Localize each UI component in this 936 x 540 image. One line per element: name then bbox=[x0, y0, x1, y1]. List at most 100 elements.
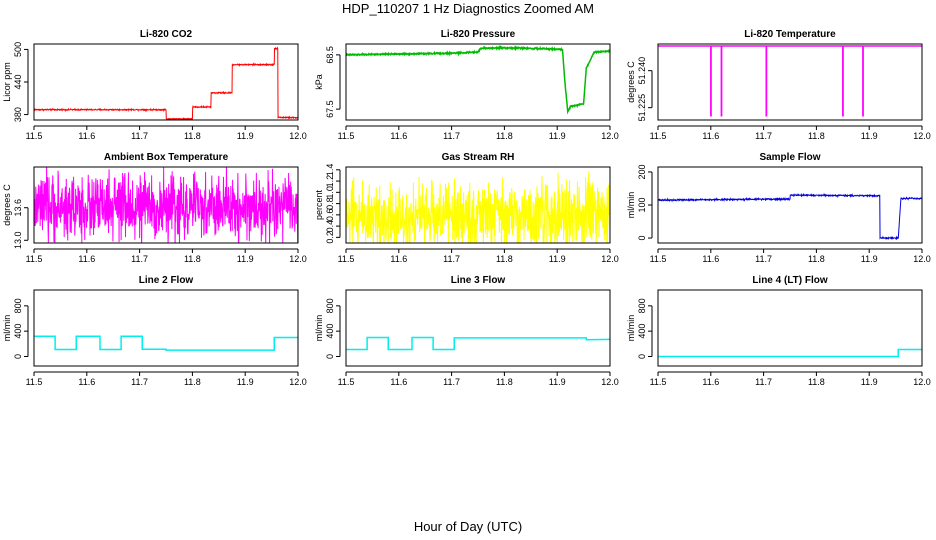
x-tick-label: 11.8 bbox=[184, 131, 201, 141]
y-tick-label: 0.2 bbox=[325, 231, 335, 244]
x-axis-title: Hour of Day (UTC) bbox=[413, 519, 523, 534]
x-tick-label: 12.0 bbox=[601, 377, 619, 387]
x-tick-label: 11.7 bbox=[755, 131, 772, 141]
plot-box bbox=[33, 166, 299, 244]
x-tick-label: 11.8 bbox=[808, 377, 825, 387]
series-line bbox=[658, 45, 922, 117]
y-axis-label: degrees C bbox=[626, 61, 636, 103]
y-tick-label: 0 bbox=[637, 236, 647, 241]
x-tick-label: 11.5 bbox=[650, 254, 667, 264]
x-tick-label: 11.8 bbox=[808, 254, 825, 264]
y-axis-label: ml/min bbox=[626, 192, 636, 219]
y-tick-label: 400 bbox=[325, 324, 335, 339]
plot-box bbox=[345, 43, 611, 121]
panel-2: Li-820 Pressure 11.5 11.6 11.7 11.8 11.9 12.0 6… bbox=[314, 29, 619, 141]
panel-4: Ambient Box Temperature 11.5 11.6 11.7 11.8 1… bbox=[2, 152, 307, 264]
plot-box bbox=[33, 289, 299, 367]
plot-box bbox=[33, 43, 299, 121]
x-tick-label: 11.9 bbox=[861, 377, 878, 387]
series-line bbox=[346, 44, 610, 115]
plot-box bbox=[345, 166, 611, 244]
panel-title: Li-820 Temperature bbox=[744, 29, 836, 40]
x-tick-label: 11.7 bbox=[755, 254, 772, 264]
y-axis-label: percent bbox=[314, 189, 324, 220]
plot-box bbox=[657, 289, 923, 367]
y-axis-label: degrees C bbox=[2, 184, 12, 226]
panel-5: Gas Stream RH 11.5 11.6 11.7 11.8 11.9 12.0 0.2… bbox=[314, 152, 619, 264]
panel-title: Gas Stream RH bbox=[442, 152, 515, 163]
x-tick-label: 11.6 bbox=[702, 131, 719, 141]
series-line bbox=[346, 336, 610, 351]
plot-box bbox=[345, 289, 611, 367]
x-tick-label: 11.5 bbox=[338, 254, 355, 264]
plot-box bbox=[657, 43, 923, 121]
panel-title: Ambient Box Temperature bbox=[104, 152, 229, 163]
x-tick-label: 12.0 bbox=[913, 377, 931, 387]
x-tick-label: 11.8 bbox=[496, 131, 513, 141]
y-tick-label: 0.8 bbox=[325, 197, 335, 210]
x-tick-label: 11.7 bbox=[443, 254, 460, 264]
x-tick-label: 11.9 bbox=[861, 131, 878, 141]
y-tick-label: 800 bbox=[637, 298, 647, 313]
y-tick-label: 800 bbox=[13, 298, 23, 313]
x-tick-label: 11.5 bbox=[650, 377, 667, 387]
x-tick-label: 11.6 bbox=[702, 377, 719, 387]
y-tick-label: 0.4 bbox=[325, 220, 335, 233]
y-tick-label: 51.225 bbox=[637, 94, 647, 122]
y-tick-label: 800 bbox=[325, 298, 335, 313]
series-line bbox=[34, 335, 298, 351]
x-tick-label: 11.7 bbox=[443, 131, 460, 141]
x-tick-label: 11.6 bbox=[390, 377, 407, 387]
y-tick-label: 500 bbox=[13, 42, 23, 57]
y-tick-label: 1.4 bbox=[325, 164, 335, 177]
series-line bbox=[346, 171, 610, 243]
x-tick-label: 11.9 bbox=[861, 254, 878, 264]
x-tick-label: 11.5 bbox=[26, 377, 43, 387]
y-axis-label: kPa bbox=[314, 74, 324, 90]
x-tick-label: 11.7 bbox=[131, 131, 148, 141]
x-tick-label: 12.0 bbox=[601, 131, 619, 141]
x-tick-label: 11.9 bbox=[237, 377, 254, 387]
x-tick-label: 11.9 bbox=[549, 131, 566, 141]
panel-title: Line 3 Flow bbox=[451, 275, 506, 286]
y-tick-label: 380 bbox=[13, 107, 23, 122]
y-tick-label: 1.2 bbox=[325, 175, 335, 188]
series-line bbox=[34, 46, 298, 120]
y-tick-label: 440 bbox=[13, 74, 23, 89]
panel-6: Sample Flow 11.5 11.6 11.7 11.8 11.9 12.0 0 100 2… bbox=[626, 152, 931, 264]
panel-title: Li-820 Pressure bbox=[441, 29, 516, 40]
y-tick-label: 13.0 bbox=[13, 232, 23, 250]
y-tick-label: 67.5 bbox=[325, 100, 335, 118]
y-tick-label: 13.6 bbox=[13, 199, 23, 217]
x-tick-label: 11.8 bbox=[184, 377, 201, 387]
panel-title: Line 4 (LT) Flow bbox=[752, 275, 828, 286]
x-tick-label: 11.9 bbox=[237, 254, 254, 264]
y-tick-label: 0 bbox=[325, 354, 335, 359]
x-tick-label: 11.8 bbox=[184, 254, 201, 264]
x-tick-label: 11.7 bbox=[131, 377, 148, 387]
x-tick-label: 11.8 bbox=[496, 254, 513, 264]
x-tick-label: 11.9 bbox=[237, 131, 254, 141]
panel-title: Sample Flow bbox=[759, 152, 820, 163]
series-line bbox=[658, 348, 922, 358]
plot-box bbox=[657, 166, 923, 244]
y-axis-label: ml/min bbox=[626, 315, 636, 342]
x-tick-label: 11.5 bbox=[338, 131, 355, 141]
y-tick-label: 400 bbox=[13, 324, 23, 339]
panel-title: Li-820 CO2 bbox=[140, 29, 193, 40]
y-axis-label: Licor ppm bbox=[2, 62, 12, 102]
panel-7: Line 2 Flow 11.5 11.6 11.7 11.8 11.9 12.0 0 400 8… bbox=[2, 275, 307, 387]
x-tick-label: 12.0 bbox=[913, 254, 931, 264]
x-tick-label: 11.6 bbox=[702, 254, 719, 264]
y-tick-label: 0 bbox=[13, 354, 23, 359]
panel-8: Line 3 Flow 11.5 11.6 11.7 11.8 11.9 12.0 0 400 8… bbox=[314, 275, 619, 387]
series-line bbox=[658, 192, 922, 241]
panel-title: Line 2 Flow bbox=[139, 275, 194, 286]
y-tick-label: 100 bbox=[637, 197, 647, 212]
y-tick-label: 400 bbox=[637, 324, 647, 339]
panel-9: Line 4 (LT) Flow 11.5 11.6 11.7 11.8 11.9 12.0… bbox=[626, 275, 931, 387]
y-tick-label: 51.240 bbox=[637, 57, 647, 85]
x-tick-label: 12.0 bbox=[601, 254, 619, 264]
y-tick-label: 0.6 bbox=[325, 209, 335, 222]
